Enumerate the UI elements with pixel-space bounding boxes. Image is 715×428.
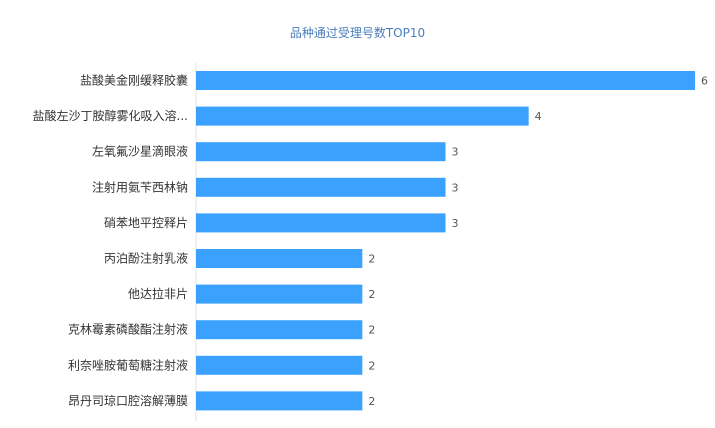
category-label-3: 左氧氟沙星滴眼液 [92, 144, 188, 159]
bar-10[interactable] [196, 391, 363, 411]
category-label-6: 丙泊酚注射乳液 [104, 251, 188, 266]
bar-4[interactable] [196, 177, 446, 197]
value-label-9: 2 [368, 359, 375, 372]
value-label-7: 2 [368, 288, 375, 301]
category-label-8: 克林霉素磷酸酯注射液 [68, 322, 188, 337]
bar-7[interactable] [196, 284, 363, 304]
category-label-10: 昂丹司琼口腔溶解薄膜 [68, 393, 188, 408]
value-label-6: 2 [368, 253, 375, 266]
bar-3[interactable] [196, 142, 446, 162]
category-label-7: 他达拉非片 [128, 286, 188, 301]
value-label-1: 6 [701, 75, 708, 88]
category-label-4: 注射用氨苄西林钠 [92, 179, 188, 194]
bar-9[interactable] [196, 355, 363, 375]
category-label-2: 盐酸左沙丁胺醇雾化吸入溶... [33, 108, 188, 123]
value-label-2: 4 [535, 110, 542, 123]
category-label-5: 硝苯地平控释片 [104, 216, 188, 230]
bar-2[interactable] [196, 106, 529, 126]
bar-1[interactable] [196, 71, 695, 90]
chart-title: 品种通过受理号数TOP10 [289, 26, 426, 40]
bar-8[interactable] [196, 320, 363, 340]
bar-6[interactable] [196, 249, 363, 268]
value-label-10: 2 [368, 395, 375, 408]
category-label-9: 利奈唑胺葡萄糖注射液 [68, 357, 188, 372]
value-label-5: 3 [452, 217, 459, 230]
value-label-4: 3 [452, 181, 459, 194]
bar-5[interactable] [196, 213, 446, 233]
value-label-8: 2 [368, 324, 375, 337]
category-label-1: 盐酸美金刚缓释胶囊 [80, 73, 188, 88]
value-label-3: 3 [452, 146, 459, 159]
